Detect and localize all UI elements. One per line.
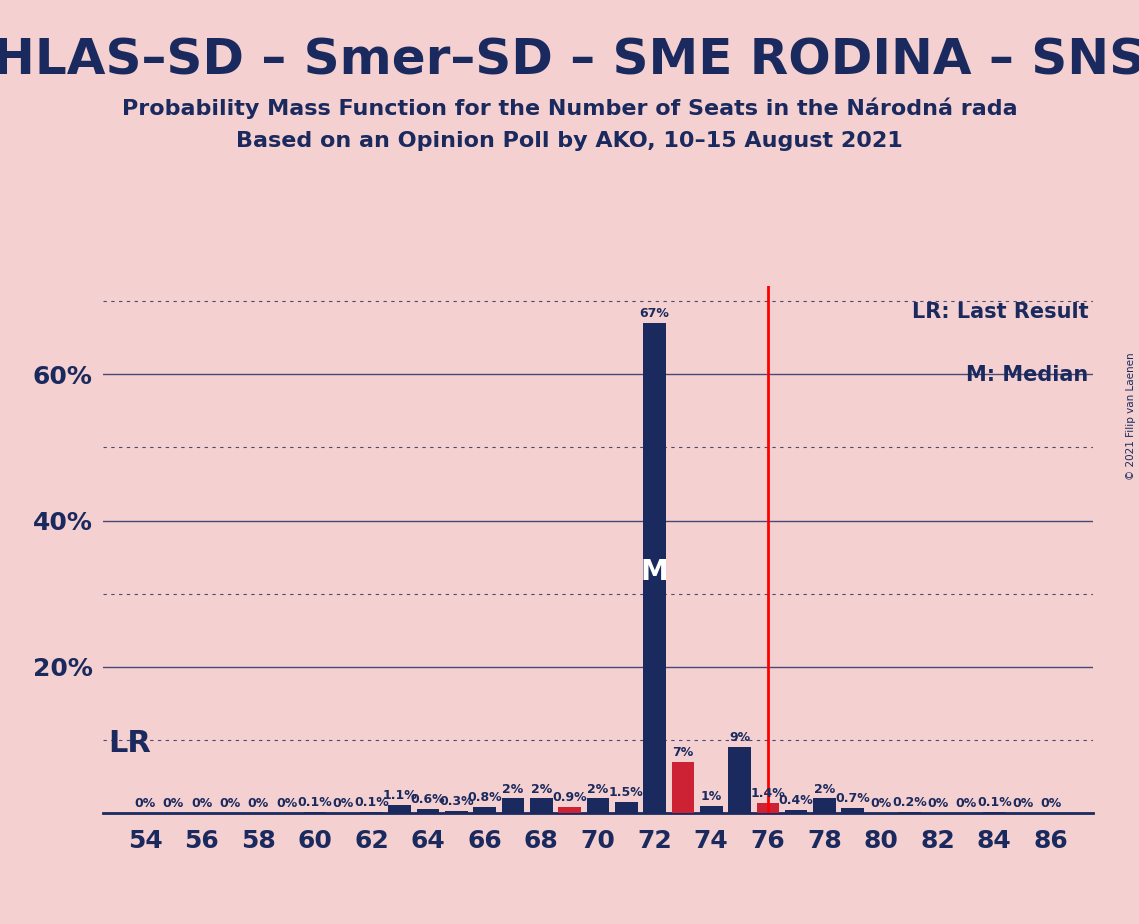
Text: 67%: 67% <box>640 307 670 320</box>
Text: 1.5%: 1.5% <box>609 786 644 799</box>
Text: 0.3%: 0.3% <box>440 795 474 808</box>
Text: M: M <box>641 558 669 586</box>
Text: 0%: 0% <box>927 797 949 810</box>
Text: M: Median: M: Median <box>966 365 1089 385</box>
Text: Based on an Opinion Poll by AKO, 10–15 August 2021: Based on an Opinion Poll by AKO, 10–15 A… <box>236 131 903 152</box>
Bar <box>699 806 722 813</box>
Text: 9%: 9% <box>729 732 751 745</box>
Text: LR: LR <box>108 729 151 758</box>
Text: 1.4%: 1.4% <box>751 787 785 800</box>
Bar <box>615 802 638 813</box>
Bar <box>417 808 440 813</box>
Text: 7%: 7% <box>672 746 694 759</box>
Text: 0.1%: 0.1% <box>354 796 388 809</box>
Bar <box>756 803 779 813</box>
Text: 0.2%: 0.2% <box>892 796 927 808</box>
Bar <box>842 808 865 813</box>
Bar <box>501 798 524 813</box>
Text: 0%: 0% <box>220 797 240 810</box>
Text: 0%: 0% <box>163 797 183 810</box>
Text: LR: Last Result: LR: Last Result <box>912 302 1089 322</box>
Text: 0.6%: 0.6% <box>411 793 445 806</box>
Bar <box>813 798 836 813</box>
Bar <box>445 811 468 813</box>
Bar <box>728 748 751 813</box>
Text: 0%: 0% <box>1040 797 1062 810</box>
Text: 0%: 0% <box>276 797 297 810</box>
Bar <box>587 798 609 813</box>
Text: 0.1%: 0.1% <box>977 796 1011 809</box>
Text: 2%: 2% <box>814 783 835 796</box>
Bar <box>474 808 497 813</box>
Text: 0.9%: 0.9% <box>552 791 587 804</box>
Text: 0%: 0% <box>247 797 269 810</box>
Text: 0%: 0% <box>1013 797 1033 810</box>
Text: HLAS–SD – Smer–SD – SME RODINA – SNS: HLAS–SD – Smer–SD – SME RODINA – SNS <box>0 37 1139 85</box>
Text: 0%: 0% <box>134 797 156 810</box>
Text: 2%: 2% <box>588 783 608 796</box>
Bar <box>388 805 411 813</box>
Text: Probability Mass Function for the Number of Seats in the Národná rada: Probability Mass Function for the Number… <box>122 97 1017 118</box>
Bar <box>644 323 666 813</box>
Text: 0.4%: 0.4% <box>779 795 813 808</box>
Bar <box>785 810 808 813</box>
Bar <box>530 798 552 813</box>
Text: 0.7%: 0.7% <box>835 792 870 805</box>
Text: 1%: 1% <box>700 790 722 803</box>
Text: 0%: 0% <box>191 797 212 810</box>
Text: 0%: 0% <box>870 797 892 810</box>
Text: 2%: 2% <box>502 783 524 796</box>
Text: 0.1%: 0.1% <box>297 796 333 809</box>
Text: 0%: 0% <box>956 797 976 810</box>
Bar <box>672 762 695 813</box>
Text: 1.1%: 1.1% <box>383 789 417 802</box>
Bar <box>898 811 920 813</box>
Text: © 2021 Filip van Laenen: © 2021 Filip van Laenen <box>1126 352 1136 480</box>
Text: 0%: 0% <box>333 797 354 810</box>
Text: 0.8%: 0.8% <box>467 791 502 804</box>
Text: 2%: 2% <box>531 783 552 796</box>
Bar <box>558 807 581 813</box>
